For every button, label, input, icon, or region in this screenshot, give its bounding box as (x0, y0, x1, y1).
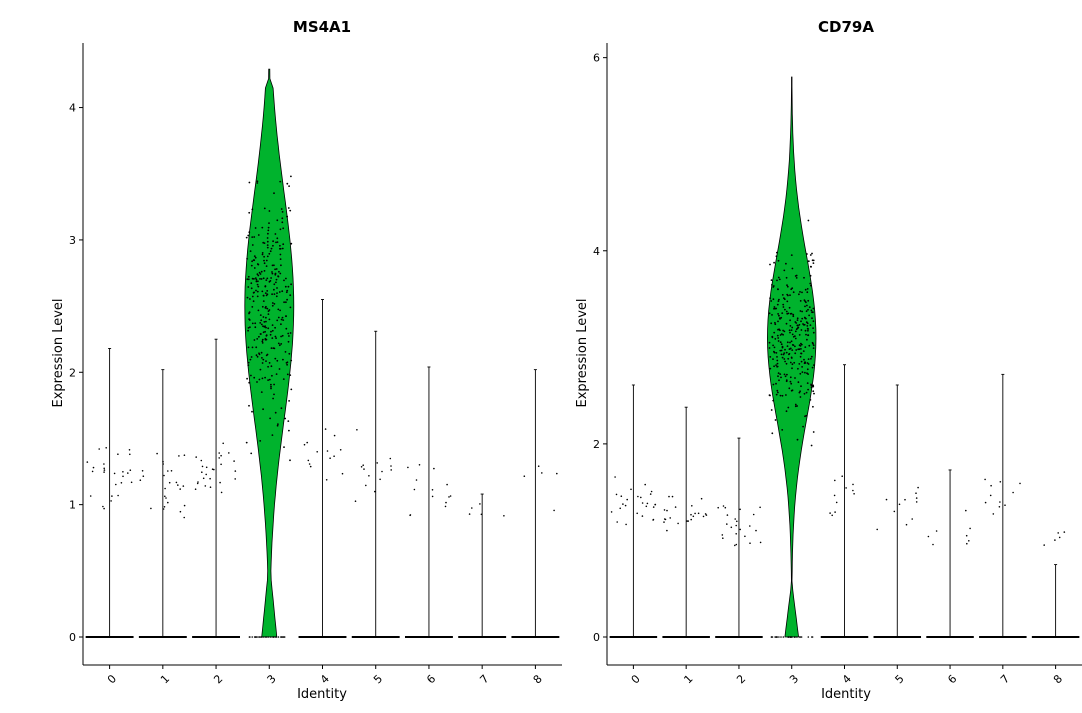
violin-base (404, 636, 453, 638)
jitter-points (523, 465, 558, 512)
x-tick-label: 1 (158, 672, 172, 686)
violin-base (926, 636, 974, 638)
x-tick-label: 7 (998, 672, 1012, 686)
violin-base (351, 636, 400, 638)
violin-base (138, 636, 187, 638)
violin-base (85, 636, 134, 638)
chart-title: MS4A1 (293, 18, 351, 36)
x-tick-label: 3 (265, 672, 279, 686)
x-tick-label: 6 (424, 672, 438, 686)
x-tick-label: 2 (734, 672, 748, 686)
violin-cluster-2 (715, 437, 763, 638)
violin-base (979, 636, 1027, 638)
violin-cluster-4 (820, 364, 869, 638)
violin-shape (244, 68, 295, 638)
violin-cluster-7 (458, 493, 507, 638)
panel-ms4a1: MS4A1 Expression Level Identity 0 1 2 3 4 0 1 2… (51, 18, 562, 702)
violin-cluster-6 (926, 469, 974, 638)
y-tick-label: 2 (593, 438, 600, 451)
jitter-points (768, 219, 815, 638)
y-axis-label: Expression Level (575, 298, 590, 407)
x-tick-label: 4 (318, 672, 332, 686)
jitter-points (303, 428, 344, 481)
jitter-points (245, 175, 293, 638)
y-tick-label: 4 (593, 245, 600, 258)
violin-base (1031, 636, 1080, 638)
chart-title: CD79A (818, 18, 874, 36)
y-tick-label: 0 (593, 631, 600, 644)
jitter-points (194, 442, 237, 494)
panel-cd79a: CD79A Expression Level Identity 0 2 4 6 0 1 2 3… (575, 18, 1082, 702)
x-tick-label: 5 (371, 672, 385, 686)
jitter-points (468, 503, 505, 517)
jitter-points (407, 464, 452, 517)
y-tick-label: 0 (69, 631, 76, 644)
violin-cluster-3 (244, 68, 295, 638)
violin-cluster-6 (404, 366, 453, 638)
x-tick-label: 8 (1051, 672, 1065, 686)
violin-cluster-2 (192, 338, 241, 638)
violin-base (511, 636, 560, 638)
violin-cluster-3 (766, 76, 817, 638)
violin-cluster-5 (351, 330, 400, 638)
jitter-points (829, 475, 855, 517)
x-tick-label: 0 (629, 672, 643, 686)
violin-cluster-0 (609, 384, 658, 638)
jitter-points (927, 509, 971, 546)
violin-base (662, 636, 710, 638)
y-tick-label: 2 (69, 366, 76, 379)
y-tick-label: 3 (69, 234, 76, 247)
violin-base (820, 636, 869, 638)
x-tick-label: 8 (531, 672, 545, 686)
x-tick-label: 1 (681, 672, 695, 686)
jitter-points (354, 429, 393, 503)
jitter-points (610, 476, 657, 526)
y-axis-label: Expression Level (51, 298, 66, 407)
violin-cluster-8 (1031, 531, 1080, 638)
jitter-points (139, 452, 186, 519)
jitter-points (1043, 531, 1066, 546)
x-tick-label: 0 (105, 672, 119, 686)
x-axis-label: Identity (821, 687, 871, 702)
x-tick-label: 6 (945, 672, 959, 686)
jitter-points (717, 505, 762, 547)
violin-base (458, 636, 507, 638)
y-tick-label: 4 (69, 102, 76, 115)
violin-cluster-5 (873, 384, 922, 638)
violin-base (609, 636, 658, 638)
y-tick-label: 6 (593, 52, 600, 65)
x-tick-label: 7 (477, 672, 491, 686)
jitter-points (663, 495, 708, 532)
violin-cluster-8 (511, 369, 560, 638)
violin-base (873, 636, 922, 638)
x-tick-label: 5 (893, 672, 907, 686)
jitter-points (876, 486, 919, 531)
x-tick-label: 2 (211, 672, 225, 686)
jitter-points (984, 478, 1021, 515)
violin-cluster-7 (979, 373, 1027, 638)
violin-cluster-0 (85, 348, 134, 638)
violin-cluster-4 (298, 299, 347, 638)
violin-cluster-1 (662, 406, 710, 638)
violin-base (192, 636, 241, 638)
violin-base (715, 636, 763, 638)
violin-base (298, 636, 347, 638)
x-axis-label: Identity (297, 687, 347, 702)
x-tick-label: 3 (787, 672, 801, 686)
violin-cluster-1 (138, 369, 187, 638)
x-tick-label: 4 (840, 672, 854, 686)
y-tick-label: 1 (69, 499, 76, 512)
jitter-points (86, 447, 133, 510)
